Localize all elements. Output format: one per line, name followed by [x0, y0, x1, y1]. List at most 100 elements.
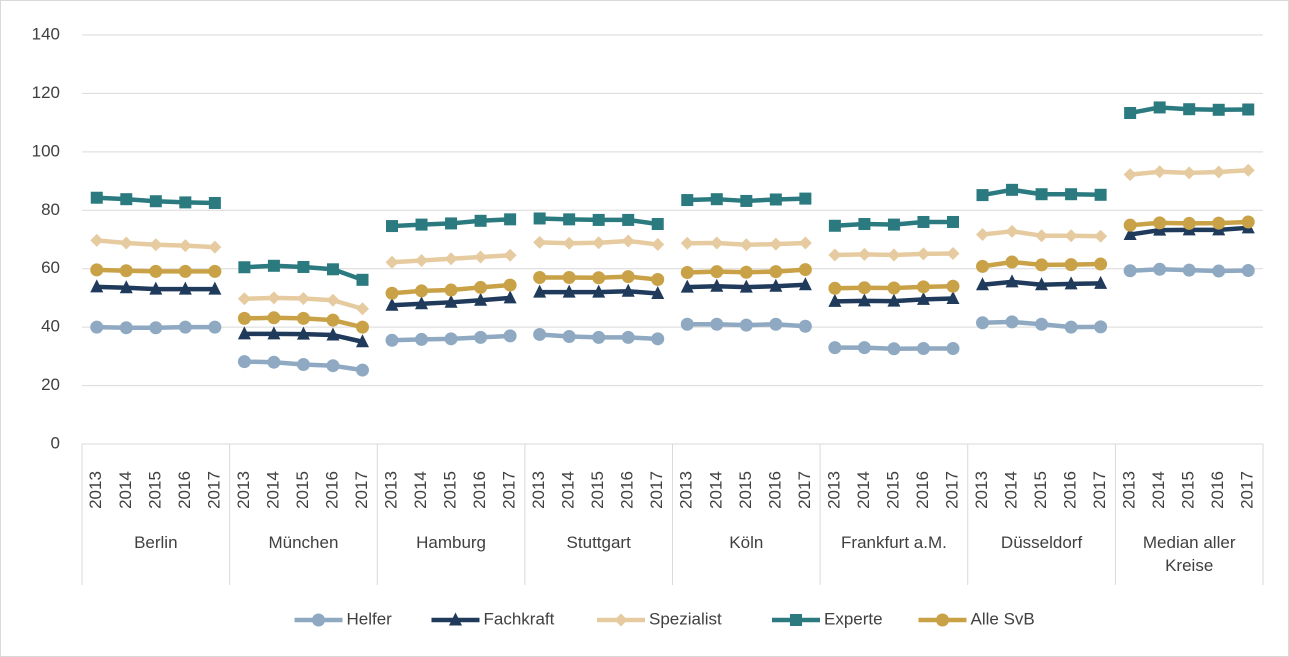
- legend-marker: [449, 612, 462, 626]
- x-tick-label: 2016: [175, 471, 194, 509]
- marker: [326, 293, 340, 307]
- marker: [1212, 103, 1225, 116]
- marker: [857, 293, 871, 307]
- marker: [562, 329, 576, 343]
- legend-label: Experte: [824, 609, 883, 628]
- marker: [976, 228, 990, 242]
- marker: [119, 280, 133, 294]
- marker: [1064, 320, 1078, 334]
- legend-label: Fachkraft: [484, 609, 555, 628]
- marker: [946, 291, 960, 305]
- marker: [1124, 107, 1137, 120]
- marker: [326, 263, 339, 276]
- marker: [296, 326, 310, 340]
- marker: [474, 292, 488, 306]
- group-label: Düsseldorf: [1000, 533, 1083, 552]
- marker: [503, 248, 517, 262]
- marker: [1212, 165, 1226, 179]
- marker: [916, 247, 930, 261]
- marker: [621, 330, 635, 344]
- marker: [680, 279, 694, 293]
- group-label: Köln: [729, 533, 764, 552]
- marker: [1064, 229, 1078, 243]
- y-tick-label: 0: [51, 433, 60, 452]
- marker: [1035, 188, 1048, 201]
- marker: [828, 281, 842, 295]
- x-tick-label: 2014: [1002, 471, 1021, 509]
- marker: [916, 280, 930, 294]
- x-tick-label: 2014: [411, 471, 430, 509]
- x-tick-label: 2015: [1031, 471, 1050, 509]
- x-tick-label: 2013: [381, 471, 400, 509]
- marker: [149, 321, 163, 335]
- y-tick-label: 40: [41, 317, 60, 336]
- marker: [356, 273, 369, 286]
- legend-marker: [790, 614, 802, 626]
- marker: [1094, 257, 1108, 271]
- marker: [415, 296, 429, 310]
- marker: [621, 234, 635, 248]
- marker: [504, 213, 517, 226]
- marker: [1035, 258, 1049, 272]
- x-tick-label: 2015: [588, 471, 607, 509]
- marker: [415, 284, 429, 298]
- x-tick-label: 2016: [913, 471, 932, 509]
- marker: [887, 342, 901, 356]
- x-tick-label: 2017: [1090, 471, 1109, 509]
- marker: [651, 332, 665, 346]
- marker: [740, 194, 753, 207]
- x-tick-label: 2017: [500, 471, 519, 509]
- marker: [149, 195, 162, 208]
- marker: [445, 217, 458, 230]
- group-label: Hamburg: [416, 533, 487, 552]
- marker: [90, 263, 104, 277]
- marker: [798, 277, 812, 291]
- marker: [385, 255, 399, 269]
- marker: [474, 330, 488, 344]
- x-tick-label: 2014: [263, 471, 282, 509]
- marker: [267, 259, 280, 272]
- marker: [592, 330, 606, 344]
- marker: [1153, 216, 1167, 230]
- marker: [296, 292, 310, 306]
- marker: [1005, 274, 1019, 288]
- group-label: Median aller Kreise: [1142, 533, 1236, 575]
- y-tick-label: 80: [41, 200, 60, 219]
- marker: [503, 278, 517, 292]
- marker: [119, 264, 133, 278]
- marker: [119, 321, 133, 335]
- marker: [1065, 188, 1078, 201]
- marker: [179, 196, 192, 209]
- marker: [651, 218, 664, 231]
- x-tick-label: 2017: [942, 471, 961, 509]
- y-tick-label: 140: [32, 24, 60, 43]
- marker: [651, 273, 665, 287]
- marker: [237, 355, 251, 369]
- x-tick-label: 2013: [824, 471, 843, 509]
- marker: [976, 277, 990, 291]
- group-label: München: [268, 533, 339, 552]
- x-tick-label: 2013: [972, 471, 991, 509]
- marker: [769, 237, 783, 251]
- marker: [887, 293, 901, 307]
- marker: [90, 233, 104, 247]
- marker: [592, 271, 606, 285]
- x-tick-label: 2014: [854, 471, 873, 509]
- marker: [1241, 163, 1255, 177]
- marker: [1153, 101, 1166, 114]
- marker: [1241, 215, 1255, 229]
- legend-label: Spezialist: [649, 609, 722, 628]
- legend-marker: [614, 613, 628, 627]
- marker: [917, 215, 930, 228]
- marker: [828, 219, 841, 232]
- marker: [533, 270, 547, 284]
- marker: [710, 265, 724, 279]
- x-tick-label: 2015: [1179, 471, 1198, 509]
- marker: [533, 284, 547, 298]
- marker: [857, 247, 871, 261]
- marker: [1242, 103, 1255, 116]
- marker: [710, 278, 724, 292]
- marker: [355, 334, 369, 348]
- marker: [976, 259, 990, 273]
